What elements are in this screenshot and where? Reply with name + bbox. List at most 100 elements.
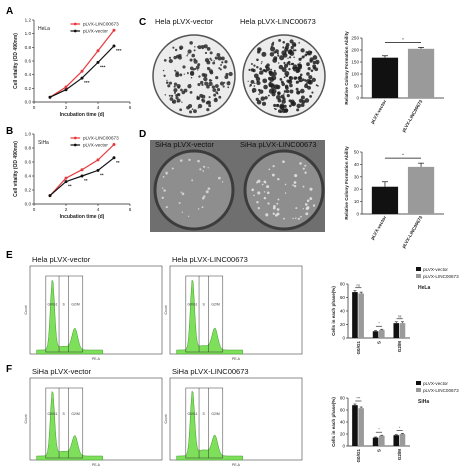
data-point-1: [96, 168, 100, 172]
colony-dot: [286, 94, 290, 98]
colony-dot: [264, 69, 268, 73]
colony-dot: [268, 168, 271, 171]
colony-dot: [257, 207, 260, 210]
colony-dot: [294, 49, 297, 52]
colony-dot: [280, 94, 285, 99]
chart-a-hela-viability: 0.0 0.2 0.4 0.6 0.8 1.0 1.2 0 2 4 6 Incubation time…: [13, 18, 132, 119]
colony-dot: [166, 79, 168, 81]
x-tick-label: 6: [129, 207, 132, 212]
bar-1: [407, 166, 435, 214]
colony-dot: [197, 159, 200, 163]
photo-c-right-title: Hela pLVX-LINC00673: [240, 17, 316, 26]
colony-dot: [256, 99, 262, 105]
legend-marker: [73, 136, 77, 140]
colony-dot: [276, 208, 280, 211]
y-axis-label: Relative Colony Formation Ability: [344, 31, 349, 105]
x-axis-label: Incubation time (d): [60, 214, 105, 220]
colony-dot: [216, 92, 219, 95]
colony-dot: [227, 80, 230, 83]
x-axis-label: Incubation time (d): [60, 112, 105, 118]
colony-dot: [265, 66, 271, 72]
colony-dot: [310, 69, 314, 73]
colony-dot: [304, 84, 309, 89]
colony-dot: [304, 98, 310, 103]
gate-label: G0/G1: [187, 412, 197, 416]
gate-box: [185, 275, 224, 353]
colony-dot: [269, 81, 272, 84]
gate-box: [185, 387, 224, 459]
chart-b-siha-viability: 0.0 0.2 0.4 0.6 0.8 1.0 0 2 4 6 Incubation time (d…: [13, 132, 132, 221]
colony-dot: [270, 45, 273, 48]
gate-label: G0/G1: [187, 303, 197, 307]
colony-dot: [224, 75, 229, 80]
colony-dot: [183, 88, 188, 93]
colony-dot: [186, 55, 188, 57]
flow-x-label: PE-A: [92, 357, 101, 361]
x-category-label: pLVX-vector: [370, 99, 388, 125]
colony-dot: [171, 167, 174, 170]
colony-dot: [282, 40, 286, 44]
colony-dot: [283, 63, 289, 68]
colony-dot: [256, 200, 259, 204]
colony-dot: [253, 64, 256, 67]
legend-label: pLVX-LINC00673: [423, 388, 459, 393]
colony-dot: [214, 97, 218, 101]
colony-dot: [189, 70, 195, 76]
colony-dot: [312, 55, 318, 60]
photo-d: SiHa pLVX-vector SiHa pLVX-LINC00673: [150, 140, 325, 232]
colonies-c-right: [247, 38, 320, 114]
colony-dot: [304, 79, 307, 82]
colony-dot: [212, 61, 216, 65]
colony-dot: [225, 72, 229, 76]
y-tick-label: 0.6: [25, 59, 32, 64]
colony-dot: [218, 67, 221, 70]
legend-swatch: [416, 274, 421, 278]
legend-label: pLVX-vector: [83, 143, 108, 148]
colony-dot: [267, 76, 272, 81]
significance-mark: **: [116, 160, 120, 165]
y-tick-label: 0.2: [25, 188, 32, 193]
colony-dot: [197, 208, 200, 210]
colony-dot: [306, 199, 310, 202]
flow-f: SiHa pLVX-vector SiHa pLVX-LINC00673 G0/…: [24, 367, 303, 467]
colony-dot: [214, 56, 218, 60]
colony-dot: [305, 83, 308, 86]
photo-c-left-title: Hela pLVX-vector: [155, 17, 214, 26]
significance-mark: ***: [100, 64, 106, 69]
colony-dot: [262, 69, 265, 72]
colony-dot: [173, 91, 177, 94]
colony-dot: [299, 62, 301, 64]
colony-dot: [259, 70, 264, 75]
y-tick-label: 0.6: [25, 160, 32, 165]
colony-dot: [186, 105, 190, 110]
colony-dot: [168, 94, 171, 97]
photo-d-left-title: SiHa pLVX-vector: [155, 140, 215, 149]
colony-dot: [256, 58, 259, 62]
colony-dot: [206, 84, 210, 89]
colony-dot: [268, 82, 274, 87]
colony-dot: [272, 206, 276, 210]
colony-dot: [201, 73, 206, 77]
colony-dot: [300, 103, 305, 107]
colony-dot: [165, 206, 168, 209]
significance-mark: **: [84, 178, 88, 183]
data-point-0: [96, 158, 100, 162]
colony-dot: [217, 56, 222, 61]
data-point-0: [80, 168, 84, 172]
significance-mark: *: [399, 426, 401, 430]
colony-dot: [201, 196, 205, 200]
colony-dot: [281, 99, 286, 104]
colony-dot: [279, 110, 283, 114]
colony-dot: [247, 80, 249, 82]
data-point-1: [48, 95, 52, 99]
colony-dot: [253, 85, 256, 87]
y-tick-label: 0: [342, 336, 345, 341]
y-tick-label: 60: [340, 408, 346, 413]
significance-mark: *: [402, 37, 404, 42]
colony-dot: [307, 67, 311, 71]
flow-histogram: [36, 279, 103, 355]
colony-dot: [204, 57, 210, 63]
colony-dot: [300, 95, 305, 100]
colony-dot: [211, 85, 216, 89]
colony-dot: [193, 59, 198, 64]
